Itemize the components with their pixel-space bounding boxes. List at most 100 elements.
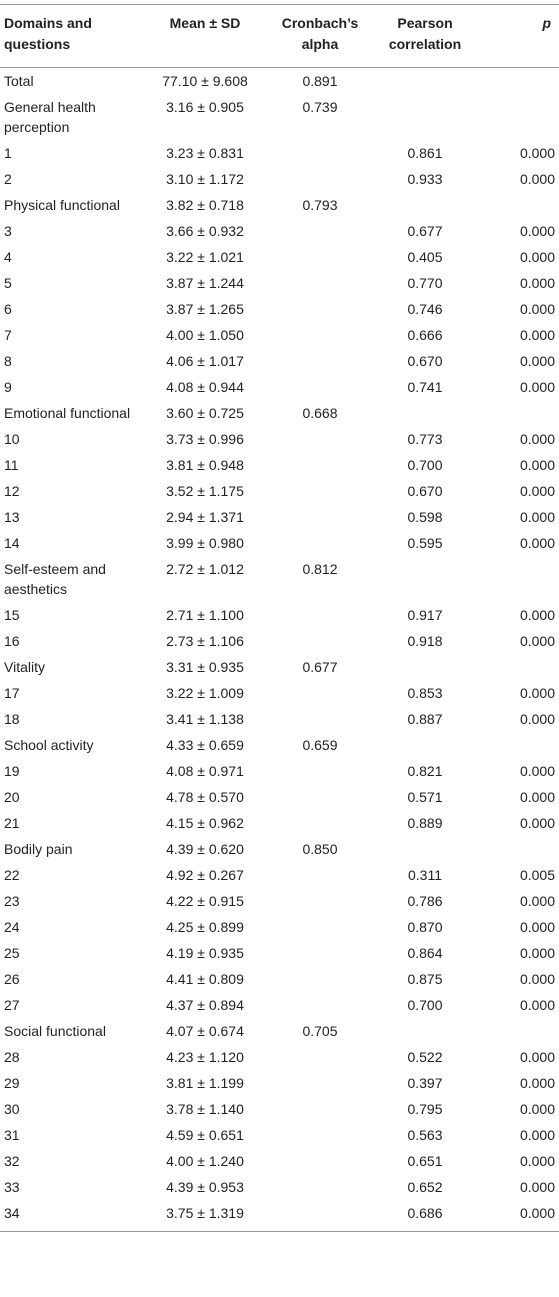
table-cell: [370, 192, 480, 218]
header-cell: Cronbach’s alpha: [270, 4, 370, 68]
table-cell: 0.739: [302, 99, 338, 115]
table-cell: 27: [4, 997, 20, 1013]
table-row: Bodily pain 4.39 ± 0.620 0.850: [0, 836, 559, 862]
table-row: 19 4.08 ± 0.971 0.821 0.000: [0, 758, 559, 784]
table-row: 6 3.87 ± 1.265 0.746 0.000: [0, 296, 559, 322]
table-cell: [270, 1174, 370, 1200]
table-cell: [270, 966, 370, 992]
table-cell: 15: [4, 607, 20, 623]
table-cell: 25: [4, 945, 20, 961]
table-cell: 4.33 ± 0.659: [166, 737, 244, 753]
table-cell: [270, 602, 370, 628]
table-row: 11 3.81 ± 0.948 0.700 0.000: [0, 452, 559, 478]
table-cell: 4.37 ± 0.894: [166, 997, 244, 1013]
table-cell: 0.000: [519, 431, 555, 447]
table-cell: 0.786: [407, 893, 443, 909]
table-row: 3 3.66 ± 0.932 0.677 0.000: [0, 218, 559, 244]
table-row: 31 4.59 ± 0.651 0.563 0.000: [0, 1122, 559, 1148]
table-cell: 77.10 ± 9.608: [162, 73, 248, 89]
table-cell: Emotional functional: [4, 405, 131, 421]
table-cell: [270, 478, 370, 504]
table-cell: [270, 914, 370, 940]
table-cell: 4.92 ± 0.267: [166, 867, 244, 883]
header-cell: Mean ± SD: [140, 4, 270, 68]
table-cell: 3.75 ± 1.319: [140, 1200, 270, 1232]
table-cell: Vitality: [4, 659, 45, 675]
table-cell: 3.16 ± 0.905: [166, 99, 244, 115]
table-header: Domains and questions Mean ± SD Cronbach…: [0, 4, 559, 68]
table-cell: [270, 1070, 370, 1096]
table-row: Emotional functional 3.60 ± 0.725 0.668: [0, 400, 559, 426]
table-cell: 0.000: [519, 353, 555, 369]
table-cell: 28: [4, 1049, 20, 1065]
table-cell: 31: [4, 1127, 20, 1143]
table-row: 8 4.06 ± 1.017 0.670 0.000: [0, 348, 559, 374]
table-cell: [370, 400, 480, 426]
table-cell: 8: [4, 353, 12, 369]
table-row: 26 4.41 ± 0.809 0.875 0.000: [0, 966, 559, 992]
table-row: 12 3.52 ± 1.175 0.670 0.000: [0, 478, 559, 504]
table-cell: 19: [4, 763, 20, 779]
table-cell: 0.651: [407, 1153, 443, 1169]
table-cell: 14: [4, 535, 20, 551]
table-cell: [270, 218, 370, 244]
page: Domains and questions Mean ± SD Cronbach…: [0, 4, 559, 1297]
table-cell: 4.23 ± 1.120: [166, 1049, 244, 1065]
table-cell: 0.000: [519, 1153, 555, 1169]
table-cell: 0.770: [407, 275, 443, 291]
table-cell: 18: [4, 711, 20, 727]
table-cell: 0.889: [407, 815, 443, 831]
table-cell: 3.82 ± 0.718: [166, 197, 244, 213]
table-cell: 12: [4, 483, 20, 499]
table-cell: [370, 94, 480, 140]
table-row: 16 2.73 ± 1.106 0.918 0.000: [0, 628, 559, 654]
table-cell: 3.81 ± 1.199: [166, 1075, 244, 1091]
table-cell: 13: [4, 509, 20, 525]
table-cell: 2.71 ± 1.100: [166, 607, 244, 623]
table-row: 30 3.78 ± 1.140 0.795 0.000: [0, 1096, 559, 1122]
table-cell: 2.72 ± 1.012: [166, 561, 244, 577]
table-cell: 0.668: [302, 405, 338, 421]
table-cell: 0.812: [302, 561, 338, 577]
table-row: Physical functional 3.82 ± 0.718 0.793: [0, 192, 559, 218]
table-cell: [270, 628, 370, 654]
table-cell: 21: [4, 815, 20, 831]
table-cell: 2.94 ± 1.371: [166, 509, 244, 525]
table-cell: [270, 940, 370, 966]
table-cell: 0.795: [407, 1101, 443, 1117]
table-cell: [270, 1200, 370, 1232]
table-cell: [270, 296, 370, 322]
table-cell: 0.000: [519, 249, 555, 265]
table-cell: 29: [4, 1075, 20, 1091]
table-cell: [270, 680, 370, 706]
table-cell: 3.31 ± 0.935: [166, 659, 244, 675]
table-cell: 3.41 ± 1.138: [166, 711, 244, 727]
table-cell: 0.000: [519, 327, 555, 343]
table-cell: 10: [4, 431, 20, 447]
table-cell: [370, 68, 480, 95]
table-cell: 0.659: [302, 737, 338, 753]
table-cell: 0.000: [519, 223, 555, 239]
header-cell: p: [480, 4, 559, 68]
table-cell: 24: [4, 919, 20, 935]
table-cell: 0.571: [407, 789, 443, 805]
table-cell: 3.99 ± 0.980: [166, 535, 244, 551]
table-cell: [270, 452, 370, 478]
table-cell: [270, 374, 370, 400]
table-cell: 0.864: [407, 945, 443, 961]
table-cell: 0.700: [407, 457, 443, 473]
table-cell: 4.78 ± 0.570: [166, 789, 244, 805]
table-row: 23 4.22 ± 0.915 0.786 0.000: [0, 888, 559, 914]
table-cell: 7: [4, 327, 12, 343]
table-cell: 3.87 ± 1.265: [166, 301, 244, 317]
table-cell: 0.000: [519, 633, 555, 649]
table-row: 7 4.00 ± 1.050 0.666 0.000: [0, 322, 559, 348]
table-row: 10 3.73 ± 0.996 0.773 0.000: [0, 426, 559, 452]
table-cell: Bodily pain: [4, 841, 73, 857]
table-cell: 1: [4, 145, 12, 161]
table-cell: 3.22 ± 1.021: [166, 249, 244, 265]
table-cell: 0.000: [519, 945, 555, 961]
table-cell: [480, 68, 559, 95]
table-cell: 0.000: [519, 1127, 555, 1143]
table-cell: 0.000: [519, 171, 555, 187]
